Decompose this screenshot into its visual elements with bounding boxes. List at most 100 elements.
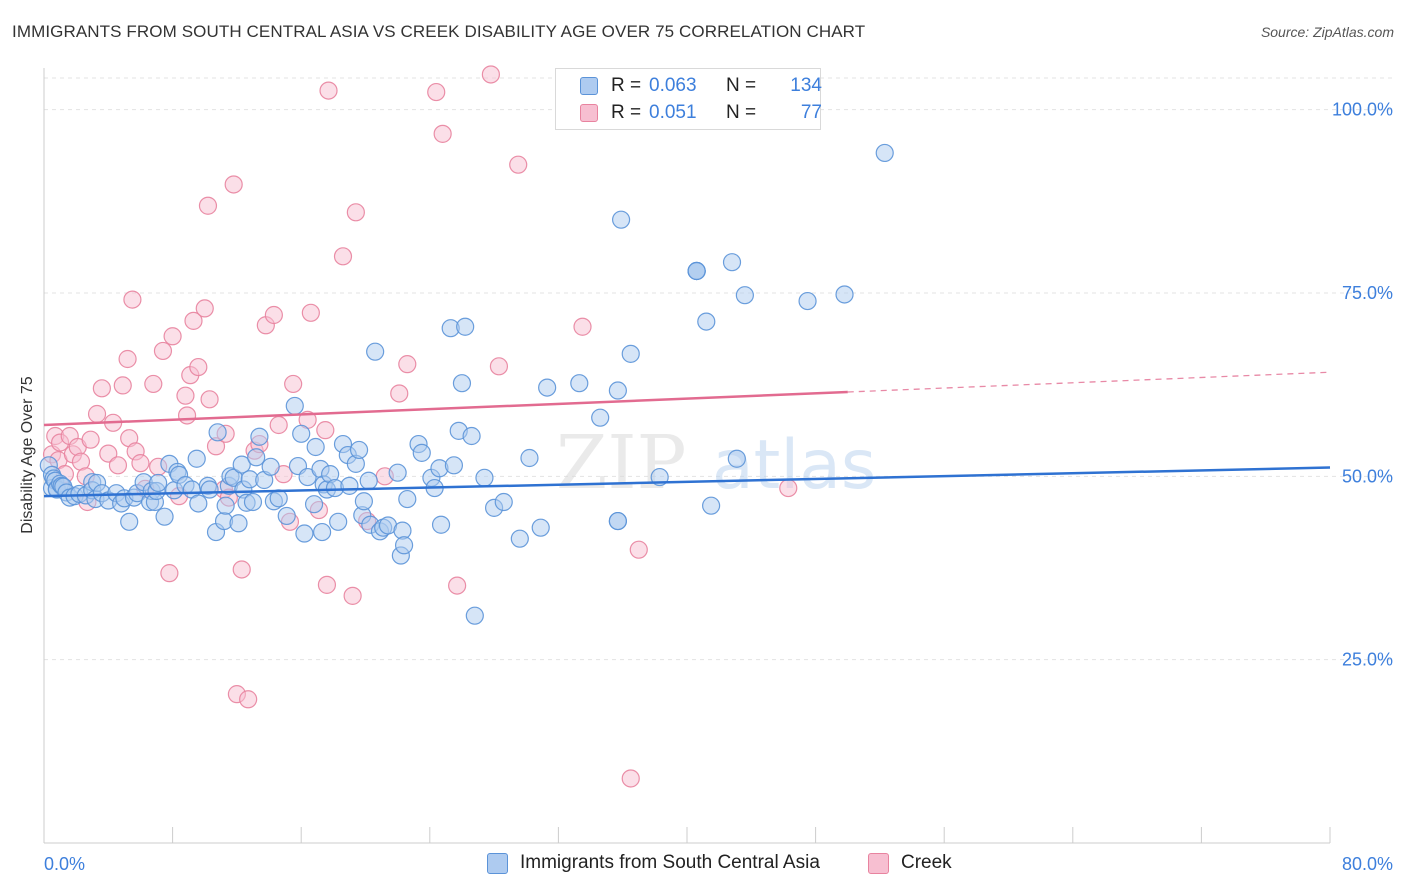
immigrants-point <box>687 261 706 281</box>
immigrants-point <box>340 476 359 495</box>
x-tick-label-max: 80.0% <box>1342 854 1393 874</box>
creek-point <box>779 478 798 498</box>
immigrants-point <box>208 423 227 442</box>
creek-point <box>123 290 142 309</box>
n-value-immigrants: 134 <box>790 75 822 96</box>
creek-point <box>481 65 500 84</box>
immigrants-point <box>465 606 484 625</box>
creek-point <box>81 430 100 449</box>
creek-point <box>301 303 320 322</box>
r-value-immigrants: 0.063 <box>649 75 697 96</box>
immigrants-point <box>412 443 431 462</box>
immigrants-point <box>304 495 324 514</box>
creek-point <box>317 575 337 594</box>
immigrants-point <box>187 449 206 468</box>
creek-point <box>489 357 509 376</box>
immigrants-point <box>431 515 451 534</box>
creek-point <box>177 406 197 425</box>
immigrants-point <box>149 473 168 493</box>
immigrants-point <box>359 471 378 490</box>
creek-point <box>433 124 452 143</box>
y-axis-title: Disability Age Over 75 <box>19 376 36 534</box>
creek-point <box>163 327 182 346</box>
immigrants-point <box>697 312 716 331</box>
creek-point <box>153 341 173 361</box>
y-tick-labels: 25.0% 50.0% 75.0% 100.0% <box>1332 100 1393 670</box>
immigrants-point <box>295 524 314 543</box>
creek-point <box>427 82 446 102</box>
creek-point <box>144 374 163 394</box>
immigrants-point <box>611 210 631 229</box>
immigrants-point <box>232 455 251 474</box>
creek-point <box>195 299 214 318</box>
creek-point <box>184 311 203 330</box>
immigrants-point <box>621 344 640 363</box>
creek-point <box>284 374 303 394</box>
y-tick-label-100: 100.0% <box>1332 100 1393 120</box>
immigrants-point <box>394 536 414 555</box>
creek-point <box>160 564 179 583</box>
creek-point <box>176 386 195 405</box>
y-tick-label-25: 25.0% <box>1342 650 1393 670</box>
immigrants-point <box>329 512 348 531</box>
creek-point <box>99 444 118 463</box>
creek-point <box>269 415 288 435</box>
creek-point <box>573 317 592 336</box>
immigrants-point <box>510 529 529 548</box>
immigrants-point <box>155 507 174 526</box>
creek-point <box>346 203 365 222</box>
trend-lines <box>43 371 1331 498</box>
immigrants-point <box>292 424 311 443</box>
creek-point <box>200 390 219 409</box>
creek-point <box>108 456 128 475</box>
creek-point <box>333 247 353 266</box>
immigrants-points <box>39 143 894 625</box>
immigrants-point <box>452 374 472 393</box>
r-label: R = <box>611 75 642 96</box>
legend-label-immigrants: Immigrants from South Central Asia <box>520 852 820 873</box>
pink-swatch <box>580 104 598 122</box>
immigrants-point <box>475 468 494 487</box>
immigrants-point <box>250 427 269 446</box>
creek-point <box>390 384 409 403</box>
n-label: N = <box>726 75 757 96</box>
immigrants-point <box>875 143 894 163</box>
creek-point <box>113 376 132 395</box>
immigrants-point <box>531 518 550 537</box>
immigrants-point <box>216 496 235 515</box>
immigrants-point <box>456 317 475 336</box>
immigrants-point <box>735 286 754 305</box>
immigrants-point <box>243 492 263 512</box>
immigrants-point <box>189 494 208 513</box>
immigrants-point <box>277 506 296 526</box>
immigrants-point <box>591 408 610 427</box>
source-credit: Source: ZipAtlas.com <box>1260 24 1394 40</box>
immigrants-point <box>722 253 742 272</box>
immigrants-point <box>608 511 627 531</box>
creek-point <box>398 355 417 374</box>
pink-legend-swatch <box>868 853 889 874</box>
creek-point <box>118 349 137 369</box>
stats-legend-box: R = 0.063 N = 134 R = 0.051 N = 77 <box>555 68 822 130</box>
immigrants-point <box>269 489 288 508</box>
immigrants-point <box>494 492 513 512</box>
immigrants-point <box>520 448 539 468</box>
creek-point <box>448 576 467 595</box>
creek-point <box>343 586 362 605</box>
creek-point <box>629 540 648 559</box>
immigrants-point <box>462 426 481 446</box>
creek-trend-extension <box>847 371 1331 393</box>
r-label: R = <box>611 102 642 123</box>
y-tick-label-75: 75.0% <box>1342 283 1393 303</box>
creek-point <box>319 81 338 100</box>
immigrants-point <box>727 449 746 468</box>
immigrants-trend-line <box>43 466 1331 498</box>
creek-point <box>224 175 243 194</box>
immigrants-point <box>798 291 817 311</box>
immigrants-point <box>229 514 248 533</box>
chart-title: IMMIGRANTS FROM SOUTH CENTRAL ASIA VS CR… <box>12 22 866 41</box>
creek-point <box>198 196 218 215</box>
immigrants-point <box>398 489 417 509</box>
immigrants-point <box>366 342 385 361</box>
